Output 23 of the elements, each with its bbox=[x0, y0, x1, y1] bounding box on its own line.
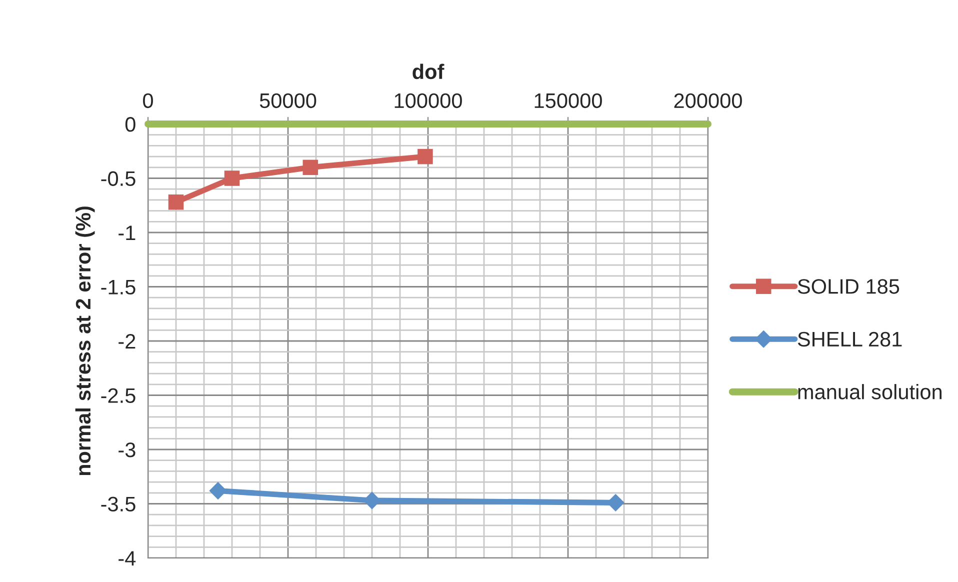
x-tick-label: 150000 bbox=[534, 93, 602, 108]
legend-label: SHELL 281 bbox=[798, 332, 902, 347]
x-tick-label: 0 bbox=[143, 93, 153, 108]
x-axis-title: dof bbox=[412, 64, 444, 80]
y-tick-label: -0.5 bbox=[101, 171, 136, 186]
y-axis-title: normal stress at 2 error (%) bbox=[75, 206, 95, 476]
point bbox=[302, 160, 318, 176]
point bbox=[168, 194, 184, 210]
y-tick-label: -2 bbox=[118, 334, 136, 349]
y-tick-label: -1 bbox=[118, 226, 136, 240]
x-tick-label: 50000 bbox=[260, 93, 316, 108]
y-tick-label: -3.5 bbox=[101, 496, 136, 512]
y-tick-label: -1.5 bbox=[101, 280, 136, 295]
y-tick-label: -4 bbox=[118, 551, 136, 566]
x-tick-label: 200000 bbox=[674, 93, 742, 108]
point bbox=[224, 170, 240, 186]
y-tick-label: -3 bbox=[118, 442, 136, 458]
legend-label: manual solution bbox=[798, 384, 942, 400]
legend-label: SOLID 185 bbox=[798, 279, 900, 294]
y-tick-label: 0 bbox=[125, 117, 136, 132]
point bbox=[418, 148, 433, 164]
y-tick-label: -2.5 bbox=[101, 388, 136, 404]
x-tick-label: 100000 bbox=[394, 93, 462, 108]
